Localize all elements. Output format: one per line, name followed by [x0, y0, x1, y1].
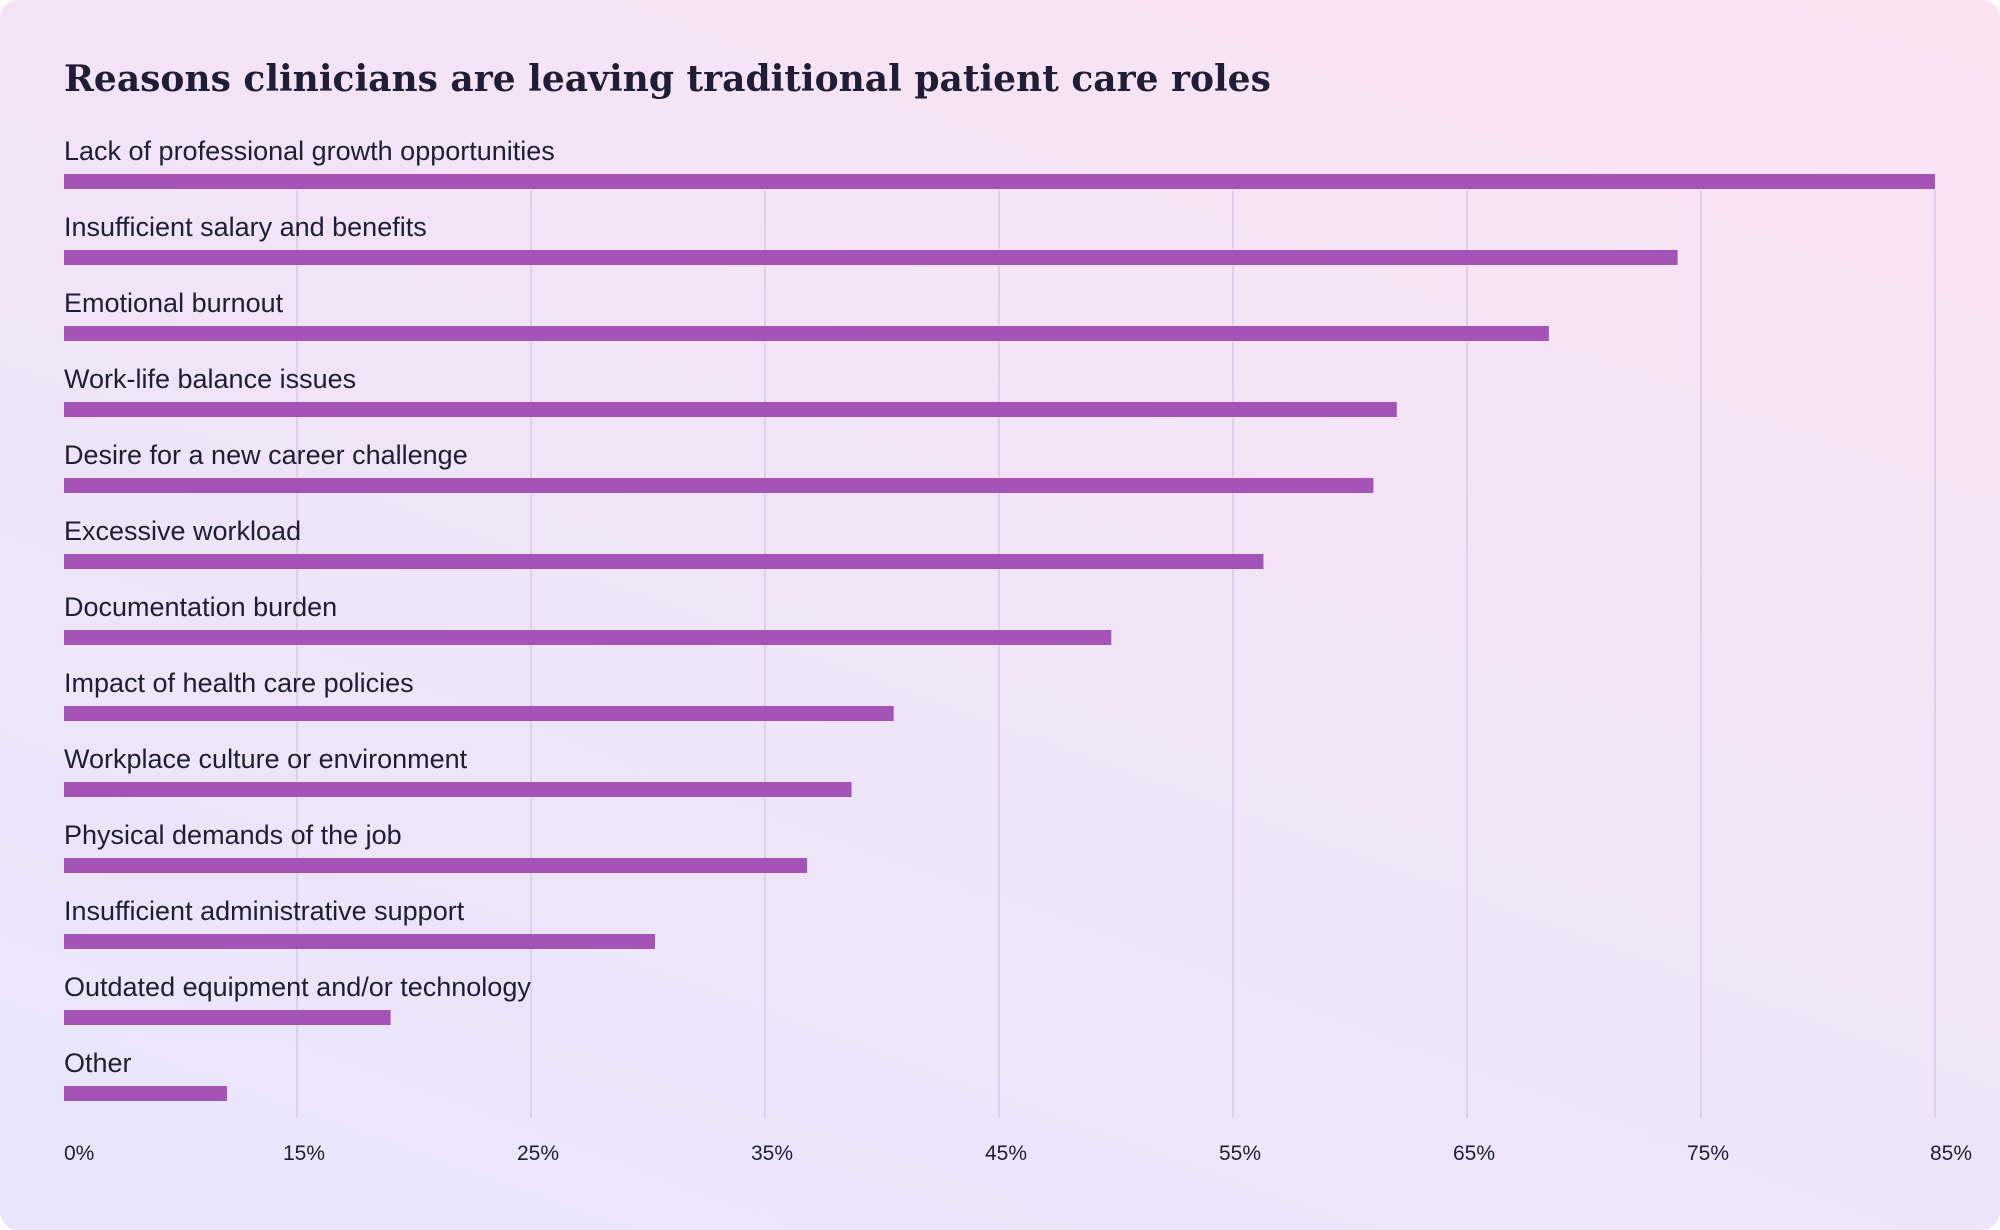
- category-label: Outdated equipment and/or technology: [64, 972, 531, 1002]
- bar: [64, 630, 1112, 645]
- x-tick-label: 75%: [1687, 1142, 1729, 1165]
- x-tick-label: 25%: [517, 1142, 559, 1165]
- bar: [64, 706, 894, 721]
- bar: [64, 478, 1374, 493]
- category-label: Insufficient salary and benefits: [64, 212, 427, 242]
- category-label: Documentation burden: [64, 592, 337, 622]
- x-tick-label: 55%: [1219, 1142, 1261, 1165]
- category-label: Other: [64, 1048, 132, 1078]
- x-tick-label: 15%: [283, 1142, 325, 1165]
- bar: [64, 782, 852, 797]
- bar: [64, 934, 656, 949]
- x-tick-label: 85%: [1930, 1142, 1972, 1165]
- category-label: Insufficient administrative support: [64, 896, 465, 926]
- category-label: Workplace culture or environment: [64, 744, 468, 774]
- bar: [64, 1010, 391, 1025]
- x-tick-label: 35%: [751, 1142, 793, 1165]
- category-label: Physical demands of the job: [64, 820, 402, 850]
- category-label: Lack of professional growth opportunitie…: [64, 136, 555, 166]
- chart-title: Reasons clinicians are leaving tradition…: [64, 58, 1271, 100]
- bar: [64, 858, 808, 873]
- category-label: Emotional burnout: [64, 288, 284, 318]
- category-label: Work-life balance issues: [64, 364, 356, 394]
- bar: [64, 326, 1549, 341]
- bar: [64, 174, 1935, 189]
- category-label: Desire for a new career challenge: [64, 440, 468, 470]
- x-tick-label: 45%: [985, 1142, 1027, 1165]
- bar: [64, 554, 1264, 569]
- bar: [64, 250, 1678, 265]
- category-label: Excessive workload: [64, 516, 301, 546]
- x-tick-label: 65%: [1453, 1142, 1495, 1165]
- bar: [64, 402, 1397, 417]
- bar: [64, 1086, 228, 1101]
- x-tick-label: 0%: [64, 1142, 94, 1165]
- category-label: Impact of health care policies: [64, 668, 414, 698]
